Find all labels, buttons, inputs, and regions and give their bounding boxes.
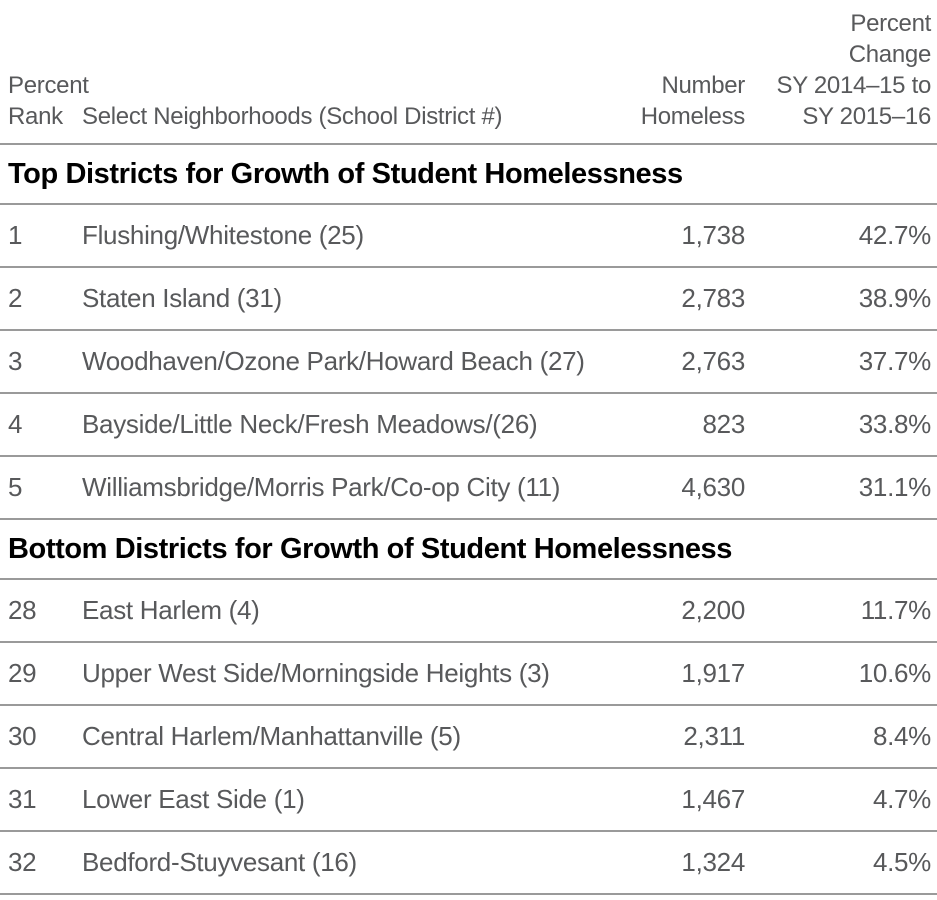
table-row: 28 East Harlem (4) 2,200 11.7% xyxy=(0,580,937,643)
table-row: 29 Upper West Side/Morningside Heights (… xyxy=(0,643,937,706)
column-header-rank-line2: Rank xyxy=(8,103,63,130)
neighborhood-cell: Bayside/Little Neck/Fresh Meadows/(26) xyxy=(82,409,538,439)
column-header-pct-line2: Change xyxy=(848,41,932,68)
table-row: 4 Bayside/Little Neck/Fresh Meadows/(26)… xyxy=(0,394,937,457)
rank-cell: 3 xyxy=(8,346,23,376)
neighborhood-cell: Central Harlem/Manhattanville (5) xyxy=(82,721,461,751)
column-header-pct-line4: SY 2015–16 xyxy=(802,103,931,130)
table-row: 31 Lower East Side (1) 1,467 4.7% xyxy=(0,769,937,832)
rank-cell: 4 xyxy=(8,409,23,439)
percent-change-cell: 8.4% xyxy=(872,721,931,751)
percent-change-cell: 31.1% xyxy=(858,472,932,502)
column-header-number-line2: Homeless xyxy=(640,103,746,130)
percent-change-cell: 37.7% xyxy=(858,346,932,376)
percent-change-cell: 10.6% xyxy=(858,658,932,688)
neighborhood-cell: Lower East Side (1) xyxy=(82,784,305,814)
rank-cell: 5 xyxy=(8,472,23,502)
rank-cell: 28 xyxy=(8,595,37,625)
column-header-rank: Percent Rank xyxy=(8,70,89,132)
table-row: 1 Flushing/Whitestone (25) 1,738 42.7% xyxy=(0,205,937,268)
percent-change-cell: 11.7% xyxy=(860,595,932,625)
column-header-neighborhood-label: Select Neighborhoods (School District #) xyxy=(82,103,503,130)
percent-change-cell: 38.9% xyxy=(858,283,932,313)
table-row: 32 Bedford-Stuyvesant (16) 1,324 4.5% xyxy=(0,832,937,895)
column-header-rank-line1: Percent xyxy=(8,72,89,99)
number-homeless-cell: 1,917 xyxy=(681,658,745,688)
column-header-percent-change: Percent Change SY 2014–15 to SY 2015–16 xyxy=(745,8,932,132)
percent-change-cell: 42.7% xyxy=(858,220,932,250)
column-header-number-homeless: Number Homeless xyxy=(623,70,746,132)
neighborhood-cell: Staten Island (31) xyxy=(82,283,282,313)
number-homeless-cell: 2,783 xyxy=(681,283,745,313)
table-row: 30 Central Harlem/Manhattanville (5) 2,3… xyxy=(0,706,937,769)
section-title-bottom-districts: Bottom Districts for Growth of Student H… xyxy=(0,520,937,580)
number-homeless-cell: 2,311 xyxy=(683,721,745,751)
neighborhood-cell: Bedford-Stuyvesant (16) xyxy=(82,847,357,877)
table-row: 2 Staten Island (31) 2,783 38.9% xyxy=(0,268,937,331)
table-row: 3 Woodhaven/Ozone Park/Howard Beach (27)… xyxy=(0,331,937,394)
rank-cell: 31 xyxy=(8,784,37,814)
column-header-pct-line1: Percent xyxy=(850,10,931,37)
number-homeless-cell: 2,763 xyxy=(681,346,745,376)
column-header-pct-line3: SY 2014–15 to xyxy=(776,72,932,99)
number-homeless-cell: 1,738 xyxy=(681,220,745,250)
number-homeless-cell: 2,200 xyxy=(681,595,745,625)
rank-cell: 2 xyxy=(8,283,23,313)
rank-cell: 30 xyxy=(8,721,37,751)
rank-cell: 32 xyxy=(8,847,37,877)
neighborhood-cell: Williamsbridge/Morris Park/Co-op City (1… xyxy=(82,472,561,502)
percent-change-cell: 4.7% xyxy=(872,784,931,814)
number-homeless-cell: 1,324 xyxy=(681,847,745,877)
percent-change-cell: 4.5% xyxy=(872,847,931,877)
neighborhood-cell: Upper West Side/Morningside Heights (3) xyxy=(82,658,550,688)
rank-cell: 29 xyxy=(8,658,37,688)
column-header-neighborhood: Select Neighborhoods (School District #) xyxy=(82,101,623,132)
number-homeless-cell: 4,630 xyxy=(681,472,745,502)
neighborhood-cell: Woodhaven/Ozone Park/Howard Beach (27) xyxy=(82,346,585,376)
percent-change-cell: 33.8% xyxy=(858,409,932,439)
number-homeless-cell: 823 xyxy=(702,409,746,439)
column-header-number-line1: Number xyxy=(661,72,745,99)
number-homeless-cell: 1,467 xyxy=(681,784,745,814)
table-header-row: Percent Rank Select Neighborhoods (Schoo… xyxy=(0,0,937,145)
table-row: 5 Williamsbridge/Morris Park/Co-op City … xyxy=(0,457,937,520)
rank-cell: 1 xyxy=(8,220,23,250)
neighborhood-cell: East Harlem (4) xyxy=(82,595,260,625)
neighborhood-cell: Flushing/Whitestone (25) xyxy=(82,220,364,250)
section-title-top-districts: Top Districts for Growth of Student Home… xyxy=(0,145,937,205)
